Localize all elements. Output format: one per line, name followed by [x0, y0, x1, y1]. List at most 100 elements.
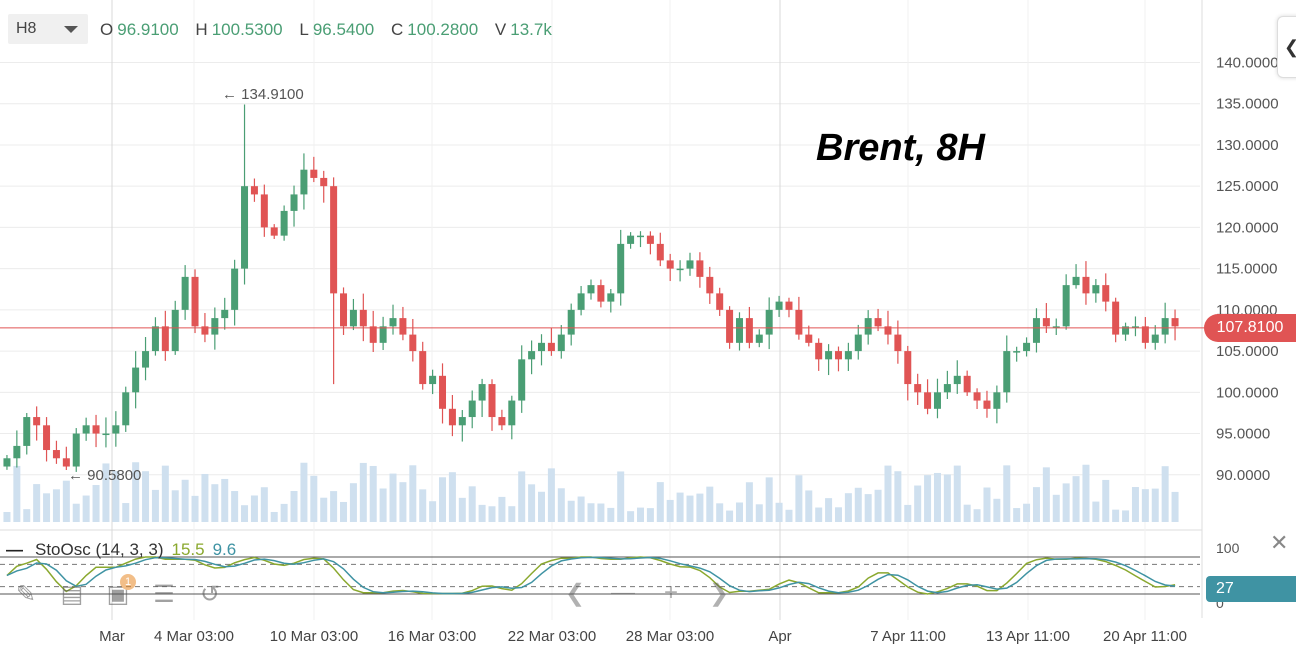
volume-bar [231, 491, 239, 522]
candle-body [142, 351, 150, 368]
collapse-indicator-button[interactable]: — [6, 540, 23, 559]
candle-body [933, 392, 941, 409]
candle-body [1131, 326, 1139, 328]
volume-bar [686, 495, 694, 522]
time-tick-label: 22 Mar 03:00 [508, 628, 596, 645]
volume-bar [320, 497, 328, 522]
scroll-right-icon[interactable]: ❯ [708, 579, 730, 607]
candle-body [389, 318, 397, 327]
zoom-out-icon[interactable]: — [611, 579, 635, 606]
zoom-in-icon[interactable]: + [663, 579, 678, 606]
price-tick-label: 125.0000 [1216, 178, 1279, 195]
volume-bar [607, 507, 615, 522]
volume-bar [627, 511, 635, 522]
candle-body [72, 433, 80, 467]
candle-body [963, 375, 971, 393]
volume-bar [825, 498, 833, 522]
candles [0, 104, 1204, 472]
price-tick-label: 135.0000 [1216, 96, 1279, 113]
oscillator-value-tag: 27 [1206, 576, 1296, 602]
volume-bar [191, 495, 199, 522]
volume-bar [557, 488, 565, 522]
candle-body [13, 445, 21, 459]
volume-bar [488, 506, 496, 522]
volume-bar [3, 512, 11, 522]
period-low-label: ← 90.5800 [68, 467, 142, 484]
candle-body [1042, 318, 1050, 327]
volume-bar [241, 505, 249, 522]
volume-bar [132, 462, 140, 522]
timeframe-select[interactable]: H8 [8, 14, 88, 44]
close-value: 100.2800 [407, 20, 479, 39]
volume-bar [914, 485, 922, 522]
volume-bar [844, 493, 852, 522]
volume-bar [735, 502, 743, 522]
candle-body [112, 425, 120, 434]
volume-bar [636, 507, 644, 522]
volume-bar [755, 504, 763, 522]
volume-bar [1131, 487, 1139, 522]
candle-body [755, 334, 763, 343]
candle-body [1003, 351, 1011, 393]
candle-body [528, 351, 536, 360]
chart-navigation: ❮ — + ❯ [560, 578, 734, 608]
time-tick-label: 28 Mar 03:00 [626, 628, 714, 645]
volume-bar [854, 487, 862, 522]
candle-body [448, 408, 456, 426]
volume-bar [340, 501, 348, 522]
candle-body [854, 334, 862, 352]
volume-bar [330, 491, 338, 522]
candle-body [775, 301, 783, 310]
time-tick-label: 16 Mar 03:00 [388, 628, 476, 645]
candle-body [765, 309, 773, 335]
volume-bar [547, 468, 555, 522]
add-indicator-icon[interactable]: ▣ 1 [102, 574, 136, 610]
volume-bar [429, 501, 437, 522]
candle-body [340, 293, 348, 327]
oscillator-name: StoOsc (14, 3, 3) [35, 540, 164, 559]
candle-body [3, 458, 11, 467]
pencil-icon[interactable]: ✎ [15, 580, 37, 608]
candle-body [379, 326, 387, 343]
list-icon[interactable]: ▤ [60, 580, 84, 608]
volume-bar [478, 504, 486, 522]
price-tick-label: 105.0000 [1216, 343, 1279, 360]
volume-bar [112, 470, 120, 522]
volume-bar [666, 499, 674, 522]
close-indicator-icon[interactable]: ✕ [1270, 530, 1289, 555]
volume-bar [1032, 487, 1040, 522]
low-value: 96.5400 [312, 20, 375, 39]
scroll-left-icon[interactable]: ❮ [564, 579, 586, 607]
volume-bar [1141, 489, 1149, 522]
candle-body [815, 342, 823, 360]
indicator-count-badge: 1 [120, 574, 136, 590]
volume-bar [171, 490, 179, 522]
volume-bar [310, 475, 318, 522]
volume-bar [795, 475, 803, 522]
candle-body [646, 235, 654, 244]
volume-bar [359, 462, 367, 522]
undo-icon[interactable]: ↺ [199, 580, 221, 608]
candle-body [488, 384, 496, 418]
volume-bar [884, 465, 892, 522]
candle-body [904, 351, 912, 385]
volume-bar [13, 465, 21, 522]
candle-body [171, 309, 179, 352]
volume-bar [864, 494, 872, 522]
time-tick-label: Apr [768, 628, 791, 645]
candle-body [805, 334, 813, 343]
volume-bar [1122, 510, 1130, 522]
candle-body [894, 334, 902, 352]
volume-bar [508, 506, 516, 522]
volume-bar [538, 491, 546, 522]
current-price-tag: 107.8100 [1204, 314, 1296, 342]
osc-level-label: 0 [1216, 595, 1224, 611]
candle-body [884, 326, 892, 335]
volume-bar [745, 482, 753, 522]
candle-body [735, 318, 743, 343]
candle-body [132, 367, 140, 393]
candle-body [874, 318, 882, 327]
sliders-icon[interactable]: ☰ [153, 580, 175, 608]
side-panel-toggle[interactable]: ❮ [1277, 16, 1296, 78]
